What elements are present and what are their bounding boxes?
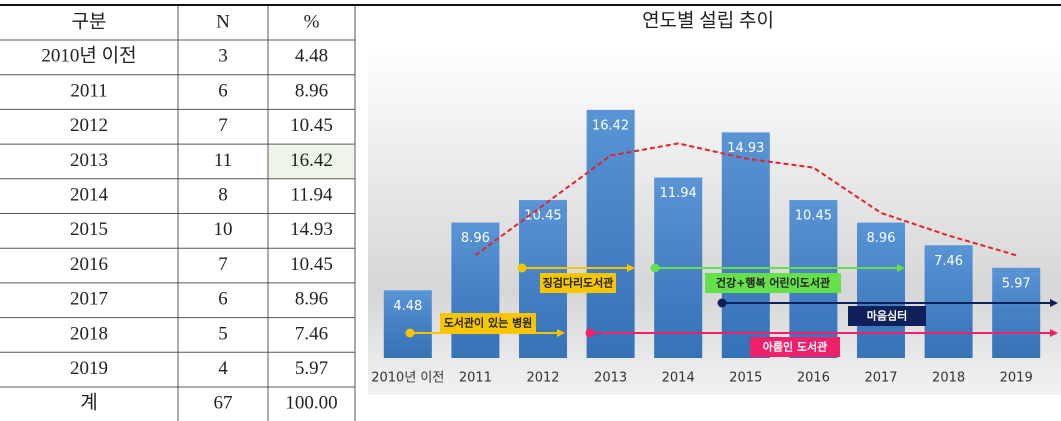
table-header: % xyxy=(304,11,320,32)
timeline-start xyxy=(517,263,527,273)
table-cell: 2018 xyxy=(70,323,108,344)
table-cell: 2010년 이전 xyxy=(41,45,136,67)
table-cell: 10 xyxy=(214,219,233,240)
timeline-arrow xyxy=(627,264,635,272)
bar-shade xyxy=(383,290,432,358)
timeline-arrow xyxy=(897,264,905,272)
table-cell: 2019 xyxy=(70,358,108,379)
table-cell: 8.96 xyxy=(295,289,328,310)
value-label: 8.96 xyxy=(867,231,896,246)
table-cell: 2015 xyxy=(70,219,108,240)
value-label: 10.45 xyxy=(795,209,832,224)
annotation-box xyxy=(540,273,616,293)
value-label: 4.48 xyxy=(393,299,422,314)
value-label: 7.46 xyxy=(934,254,963,269)
table-cell: 3 xyxy=(218,46,228,67)
bar-shade xyxy=(721,132,770,358)
table-cell: 7.46 xyxy=(295,323,328,344)
x-tick-label: 2014 xyxy=(662,371,695,386)
annotation-box xyxy=(750,337,840,357)
annotation-label: 아름인 도서관 xyxy=(763,340,828,354)
x-tick-label: 2013 xyxy=(594,371,627,386)
annotation-box xyxy=(848,306,926,326)
table-cell: 11.94 xyxy=(290,185,333,206)
timeline-start xyxy=(717,298,727,308)
value-label: 16.42 xyxy=(592,118,629,133)
table-cell: 2012 xyxy=(70,115,108,136)
table-cell: 2016 xyxy=(70,254,108,275)
value-label: 14.93 xyxy=(727,141,764,156)
table-cell: 10.45 xyxy=(290,254,333,275)
table-cell: 2014 xyxy=(70,185,109,206)
x-tick-label: 2015 xyxy=(729,371,762,386)
annotation-box xyxy=(440,313,536,333)
table-cell: 10.45 xyxy=(290,115,333,136)
table-cell: 6 xyxy=(218,289,228,310)
table-cell: 4 xyxy=(218,358,228,379)
x-tick-label: 2017 xyxy=(864,371,897,386)
table-cell: 11 xyxy=(214,150,232,171)
timeline-arrow xyxy=(1050,329,1058,337)
table-cell: 7 xyxy=(218,115,228,136)
value-label: 5.97 xyxy=(1002,276,1031,291)
value-label: 11.94 xyxy=(660,186,697,201)
x-tick-label: 2018 xyxy=(932,371,965,386)
table-cell: 2011 xyxy=(70,80,107,101)
cell-highlight xyxy=(269,145,354,178)
bar-shade xyxy=(924,245,973,358)
bar-shade xyxy=(992,267,1041,358)
table-cell: 5 xyxy=(218,323,228,344)
table-cell: 계 xyxy=(80,392,97,414)
annotation-label: 건강+행복 어린이도서관 xyxy=(716,276,830,290)
table-cell: 100.00 xyxy=(285,393,337,414)
x-tick-label: 2016 xyxy=(797,371,830,386)
bar-shade xyxy=(857,222,905,358)
timeline-arrow xyxy=(557,329,565,337)
annotation-box xyxy=(705,273,841,293)
table-cell: 67 xyxy=(214,393,233,414)
table-header: 구분 xyxy=(72,11,107,32)
annotation-label: 징검다리도서관 xyxy=(543,276,614,290)
value-label: 8.96 xyxy=(461,231,490,246)
table-cell: 14.93 xyxy=(290,219,333,240)
table-cell: 16.42 xyxy=(290,150,333,171)
x-tick-label: 2011 xyxy=(459,371,492,386)
timeline-start xyxy=(405,328,415,338)
table-cell: 6 xyxy=(218,80,228,101)
x-tick-label: 2019 xyxy=(1000,371,1033,386)
table-cell: 5.97 xyxy=(295,358,328,379)
timeline-start xyxy=(650,263,660,273)
table-cell: 2013 xyxy=(70,150,108,171)
table-cell: 2017 xyxy=(70,289,108,310)
x-tick-label: 2012 xyxy=(526,371,559,386)
chart-title: 연도별 설립 추이 xyxy=(642,9,774,31)
table-cell: 8.96 xyxy=(295,80,328,101)
table-cell: 7 xyxy=(218,254,228,275)
table-cell: 4.48 xyxy=(295,46,328,67)
annotation-label: 마음심터 xyxy=(867,309,907,323)
annotation-label: 도서관이 있는 병원 xyxy=(444,316,533,330)
bar-shade xyxy=(586,109,635,359)
trend-line xyxy=(474,142,1017,257)
timeline-start xyxy=(585,328,595,338)
timeline-arrow xyxy=(1050,299,1058,307)
x-tick-label: 2010년 이전 xyxy=(371,371,444,386)
table-header: N xyxy=(216,11,230,32)
bar-shade xyxy=(451,222,500,358)
table-cell: 8 xyxy=(218,185,228,206)
